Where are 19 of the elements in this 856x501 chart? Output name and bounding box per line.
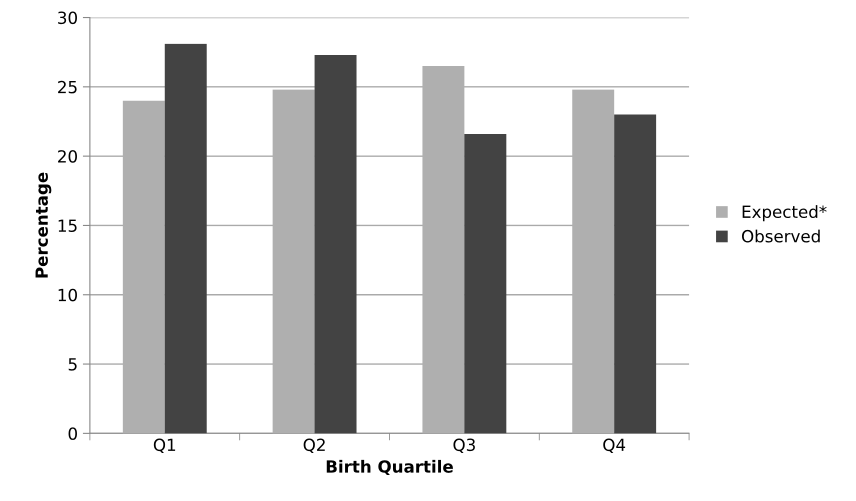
y-axis-title: Percentage bbox=[36, 172, 52, 278]
x-tick-label: Q4 bbox=[603, 438, 626, 454]
y-tick-label: 10 bbox=[58, 288, 77, 302]
y-tick-label: 20 bbox=[58, 150, 77, 163]
y-tick-label: 25 bbox=[58, 80, 77, 94]
y-tick-label: 30 bbox=[58, 11, 77, 24]
x-tick-label: Q2 bbox=[304, 438, 325, 454]
legend-label: Expected* bbox=[742, 205, 827, 222]
legend-label: Observed bbox=[742, 230, 820, 243]
bar bbox=[314, 54, 357, 434]
x-axis-title: Birth Quartile bbox=[326, 460, 453, 476]
y-tick-label: 0 bbox=[68, 427, 77, 440]
bar bbox=[614, 114, 656, 434]
x-tick-label: Q1 bbox=[154, 438, 176, 454]
bar bbox=[464, 134, 506, 434]
y-tick-label: 5 bbox=[68, 358, 77, 371]
x-tick-label: Q3 bbox=[453, 438, 475, 454]
bar bbox=[164, 44, 207, 434]
y-tick-label: 15 bbox=[58, 220, 77, 232]
